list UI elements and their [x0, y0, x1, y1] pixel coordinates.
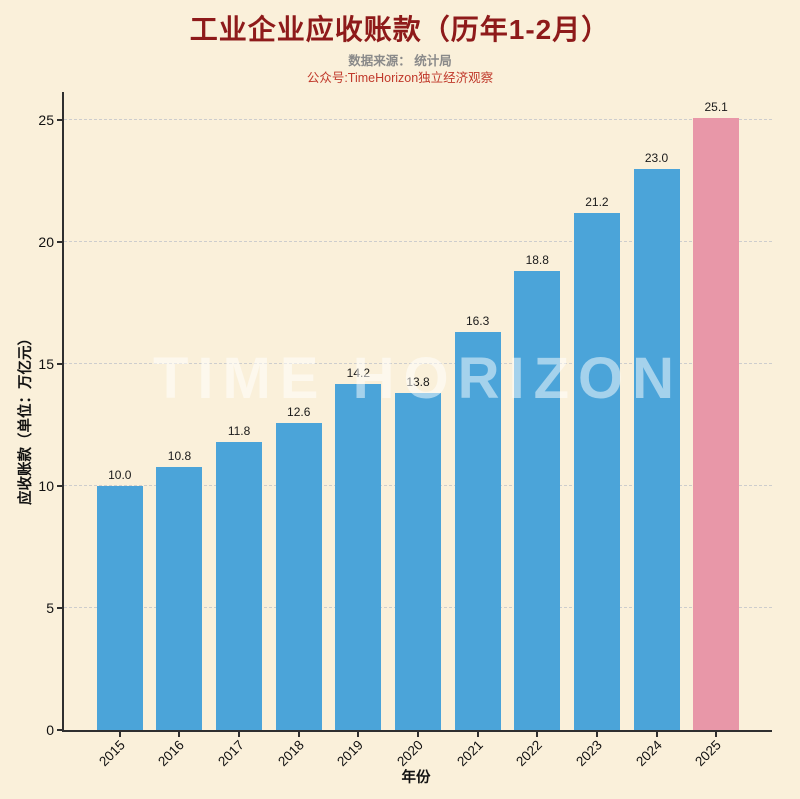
chart-title: 工业企业应收账款（历年1-2月）: [189, 14, 611, 45]
x-tick-mark: [417, 732, 419, 737]
bar-value-label-2022: 18.8: [525, 253, 549, 268]
y-tick-label-0: 0: [46, 722, 54, 738]
x-tick-label-2022: 2022: [513, 737, 546, 770]
y-tick-mark: [57, 607, 62, 610]
x-tick-mark: [118, 732, 121, 737]
bar-2021: [454, 332, 501, 730]
bar-value-label-2023: 21.2: [585, 194, 609, 209]
bar-value-label-2024: 23.0: [644, 150, 669, 165]
bar-2024: [633, 168, 680, 730]
y-tick-label-25: 25: [38, 112, 54, 129]
bar-2017: [216, 442, 263, 730]
x-tick-mark: [178, 732, 181, 737]
y-tick-mark: [57, 119, 62, 122]
x-tick-label-2023: 2023: [572, 737, 605, 770]
y-tick-label-5: 5: [46, 600, 54, 617]
x-tick-mark: [238, 732, 241, 737]
x-tick-mark: [357, 732, 360, 737]
y-tick-label-20: 20: [38, 234, 54, 251]
y-axis-label: 应收账款（单位：万亿元）: [18, 331, 34, 505]
x-tick-label-2016: 2016: [155, 737, 188, 770]
bar-value-label-2025: 25.1: [704, 99, 728, 114]
x-tick-mark: [476, 732, 479, 737]
bar-value-label-2019: 14.2: [346, 365, 371, 380]
gridline-y-15: [64, 363, 772, 365]
x-axis-label: 年份: [401, 770, 431, 786]
bar-2022: [514, 271, 561, 730]
x-tick-label-2020: 2020: [394, 737, 426, 770]
bar-2023: [573, 212, 620, 730]
bar-2018: [275, 422, 322, 730]
subtitle-brand: 公众号:TimeHorizon独立经济观察: [306, 71, 494, 85]
bar-2020: [395, 393, 441, 730]
bar-value-label-2018: 12.6: [287, 404, 311, 419]
x-tick-label-2015: 2015: [95, 737, 128, 770]
x-tick-label-2024: 2024: [632, 737, 665, 770]
gridline-y-20: [64, 241, 772, 243]
bar-value-label-2015: 10.0: [108, 468, 132, 483]
bar-2025: [693, 117, 740, 730]
x-tick-mark: [655, 732, 658, 737]
y-tick-mark: [57, 485, 62, 488]
bar-value-label-2021: 16.3: [465, 314, 490, 329]
x-tick-label-2017: 2017: [215, 737, 247, 770]
plot-area: TIME HORIZON 0 5 10 15 20 25 10.0 2015 10.8 2016 1…: [38, 92, 772, 769]
bar-value-label-2016: 10.8: [167, 448, 192, 463]
x-tick-label-2025: 2025: [692, 737, 725, 770]
y-tick-mark: [57, 729, 62, 731]
x-tick-label-2019: 2019: [334, 737, 367, 770]
bar-value-label-2017: 11.8: [227, 424, 251, 439]
gridline-y-25: [64, 119, 772, 121]
bar-2015: [96, 486, 143, 730]
y-tick-mark: [57, 363, 62, 366]
bar-2019: [335, 383, 382, 730]
y-tick-label-15: 15: [38, 356, 54, 373]
bar-2016: [156, 466, 203, 730]
x-tick-mark: [536, 732, 539, 737]
x-tick-mark: [715, 732, 718, 737]
x-tick-mark: [297, 732, 300, 737]
subtitle-data-source: 数据来源： 统计局: [348, 54, 452, 68]
x-tick-mark: [595, 732, 598, 737]
y-tick-mark: [57, 241, 62, 244]
x-tick-label-2018: 2018: [274, 737, 307, 770]
y-tick-label-10: 10: [38, 478, 54, 495]
x-tick-label-2021: 2021: [453, 737, 486, 770]
bar-value-label-2020: 13.8: [406, 375, 430, 390]
